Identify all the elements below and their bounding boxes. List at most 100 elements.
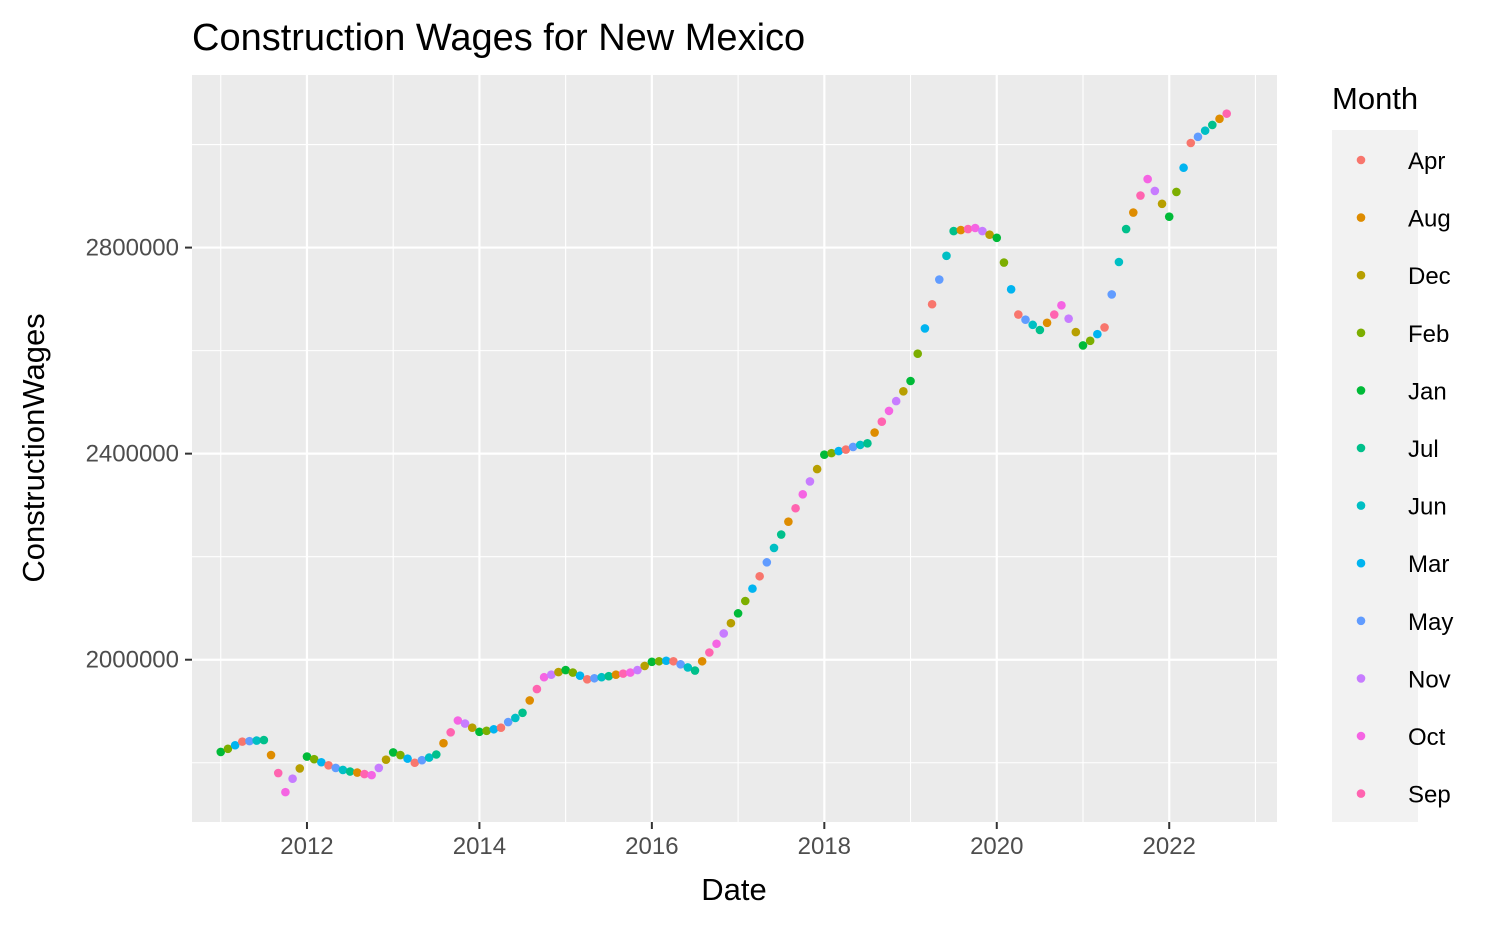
data-point-jun — [1028, 320, 1037, 330]
data-point-dec — [812, 464, 822, 474]
data-point-jan — [1164, 212, 1174, 221]
data-point-apr — [582, 674, 592, 684]
data-point-oct — [367, 770, 376, 780]
data-point-feb — [482, 726, 491, 736]
data-point-nov — [891, 396, 901, 406]
data-point-aug — [1215, 114, 1224, 124]
data-point-nov — [288, 774, 297, 784]
data-point-nov — [546, 670, 556, 679]
data-point-sep — [273, 768, 283, 778]
data-point-sep — [791, 503, 800, 513]
data-point-aug — [697, 656, 707, 666]
gridlines — [192, 75, 1277, 822]
data-point-may — [934, 275, 944, 284]
data-point-sep — [1049, 310, 1059, 319]
data-point-nov — [460, 719, 470, 728]
data-point-nov — [805, 477, 815, 486]
data-point-sep — [618, 669, 628, 678]
data-point-dec — [899, 387, 908, 396]
data-point-may — [762, 558, 772, 567]
data-point-jul — [1208, 120, 1217, 130]
data-point-may — [1193, 132, 1203, 142]
data-point-mar — [748, 584, 757, 593]
data-point-jun — [597, 672, 606, 682]
legend-key-sep — [1356, 789, 1366, 798]
data-point-sep — [1136, 191, 1145, 200]
data-point-oct — [453, 716, 463, 725]
legend-key-may — [1356, 616, 1366, 626]
data-point-may — [1021, 315, 1030, 325]
data-point-nov — [978, 226, 987, 236]
data-point-aug — [525, 696, 535, 705]
data-point-jun — [1114, 257, 1124, 267]
plot-panel — [192, 75, 1277, 822]
legend-key-dec — [1356, 270, 1366, 280]
data-point-nov — [719, 629, 729, 638]
data-point-may — [503, 717, 513, 727]
data-point-aug — [352, 768, 362, 777]
legend-label: Dec — [1408, 263, 1451, 290]
data-point-apr — [410, 758, 420, 768]
data-point-feb — [654, 656, 664, 666]
legend-background — [1332, 130, 1418, 822]
data-point-mar — [1093, 329, 1102, 339]
data-points — [216, 109, 1232, 797]
data-point-aug — [439, 738, 448, 748]
data-point-feb — [1085, 336, 1095, 346]
data-point-sep — [1222, 109, 1232, 118]
data-point-sep — [446, 728, 455, 737]
data-point-nov — [374, 763, 384, 773]
data-point-oct — [1057, 300, 1066, 310]
data-point-oct — [712, 639, 721, 649]
legend-key-oct — [1356, 731, 1366, 741]
data-point-aug — [1128, 208, 1138, 217]
data-point-may — [676, 660, 685, 669]
data-point-dec — [640, 661, 649, 671]
data-point-mar — [1179, 163, 1188, 173]
x-tick-label: 2020 — [970, 833, 1023, 860]
data-point-jul — [776, 530, 786, 539]
data-point-nov — [1064, 314, 1073, 323]
data-point-mar — [834, 446, 843, 456]
data-point-mar — [489, 724, 499, 734]
data-point-mar — [317, 757, 326, 767]
legend-label: Jun — [1408, 494, 1447, 521]
data-point-dec — [1071, 327, 1081, 337]
data-point-sep — [705, 648, 714, 657]
data-point-jul — [949, 226, 958, 236]
data-point-oct — [539, 672, 549, 682]
data-point-dec — [381, 755, 391, 764]
y-tick-label: 2000000 — [86, 647, 179, 674]
data-point-jun — [769, 543, 779, 553]
data-point-oct — [626, 668, 635, 677]
legend-key-feb — [1356, 328, 1366, 338]
data-point-jul — [259, 735, 269, 745]
legend-label: Nov — [1408, 666, 1451, 693]
data-point-mar — [661, 656, 671, 666]
data-point-aug — [784, 517, 793, 526]
data-point-oct — [798, 490, 808, 499]
data-point-jan — [992, 233, 1002, 243]
data-point-oct — [970, 223, 980, 233]
legend-label: Mar — [1408, 551, 1449, 578]
data-point-jun — [511, 713, 520, 723]
data-point-mar — [403, 754, 412, 763]
data-point-apr — [496, 723, 506, 733]
data-point-jan — [820, 450, 829, 459]
x-tick-label: 2018 — [798, 833, 851, 860]
data-point-aug — [1042, 318, 1052, 328]
data-point-may — [848, 442, 858, 452]
data-point-jul — [863, 439, 872, 448]
data-point-dec — [295, 764, 305, 773]
data-point-apr — [1014, 310, 1023, 319]
data-point-oct — [281, 787, 290, 797]
data-point-feb — [740, 596, 750, 606]
data-point-aug — [956, 225, 966, 235]
data-point-apr — [927, 299, 937, 309]
data-point-jan — [561, 665, 570, 675]
y-tick-label: 2800000 — [86, 235, 179, 262]
data-point-jul — [1121, 224, 1131, 234]
data-point-feb — [999, 258, 1009, 267]
data-point-nov — [633, 665, 642, 675]
